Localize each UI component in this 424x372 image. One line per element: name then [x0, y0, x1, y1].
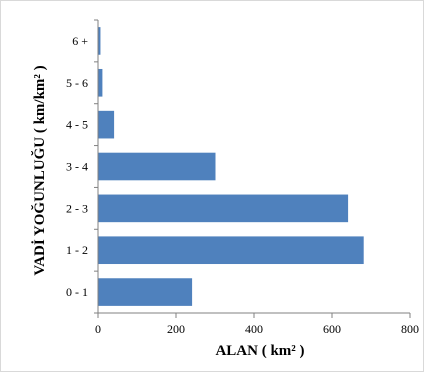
y-tick-label: 0 - 1: [66, 285, 88, 299]
x-tick-label: 600: [323, 322, 341, 336]
y-tick-label: 3 - 4: [66, 160, 88, 174]
x-tick-label: 400: [245, 322, 263, 336]
y-tick-label: 5 - 6: [66, 76, 88, 90]
y-tick-label: 6 +: [72, 34, 88, 48]
y-axis-title: VADİ YOĞUNLUĞU ( km/km² ): [31, 65, 48, 275]
y-tick-label: 4 - 5: [66, 118, 88, 132]
bar-34: [98, 152, 216, 181]
y-tick-label: 1 - 2: [66, 243, 88, 257]
x-ticks-group: 0 200 400 600 800: [95, 313, 419, 336]
x-axis-title: ALAN ( km² ): [215, 343, 304, 359]
y-tick-label: 2 - 3: [66, 201, 88, 215]
x-tick-label: 200: [167, 322, 185, 336]
bar-01: [98, 278, 193, 306]
bar-45: [98, 110, 115, 139]
bar-23: [98, 194, 349, 223]
bar-6plus: [98, 27, 101, 55]
y-ticks-group: 0 - 1 1 - 2 2 - 3 3 - 4 4 - 5 5 - 6 6 +: [66, 19, 98, 314]
bar-12: [98, 236, 364, 265]
bars-group: [98, 27, 364, 306]
x-tick-label: 800: [401, 322, 419, 336]
x-tick-label: 0: [95, 322, 101, 336]
bar-56: [98, 68, 103, 97]
